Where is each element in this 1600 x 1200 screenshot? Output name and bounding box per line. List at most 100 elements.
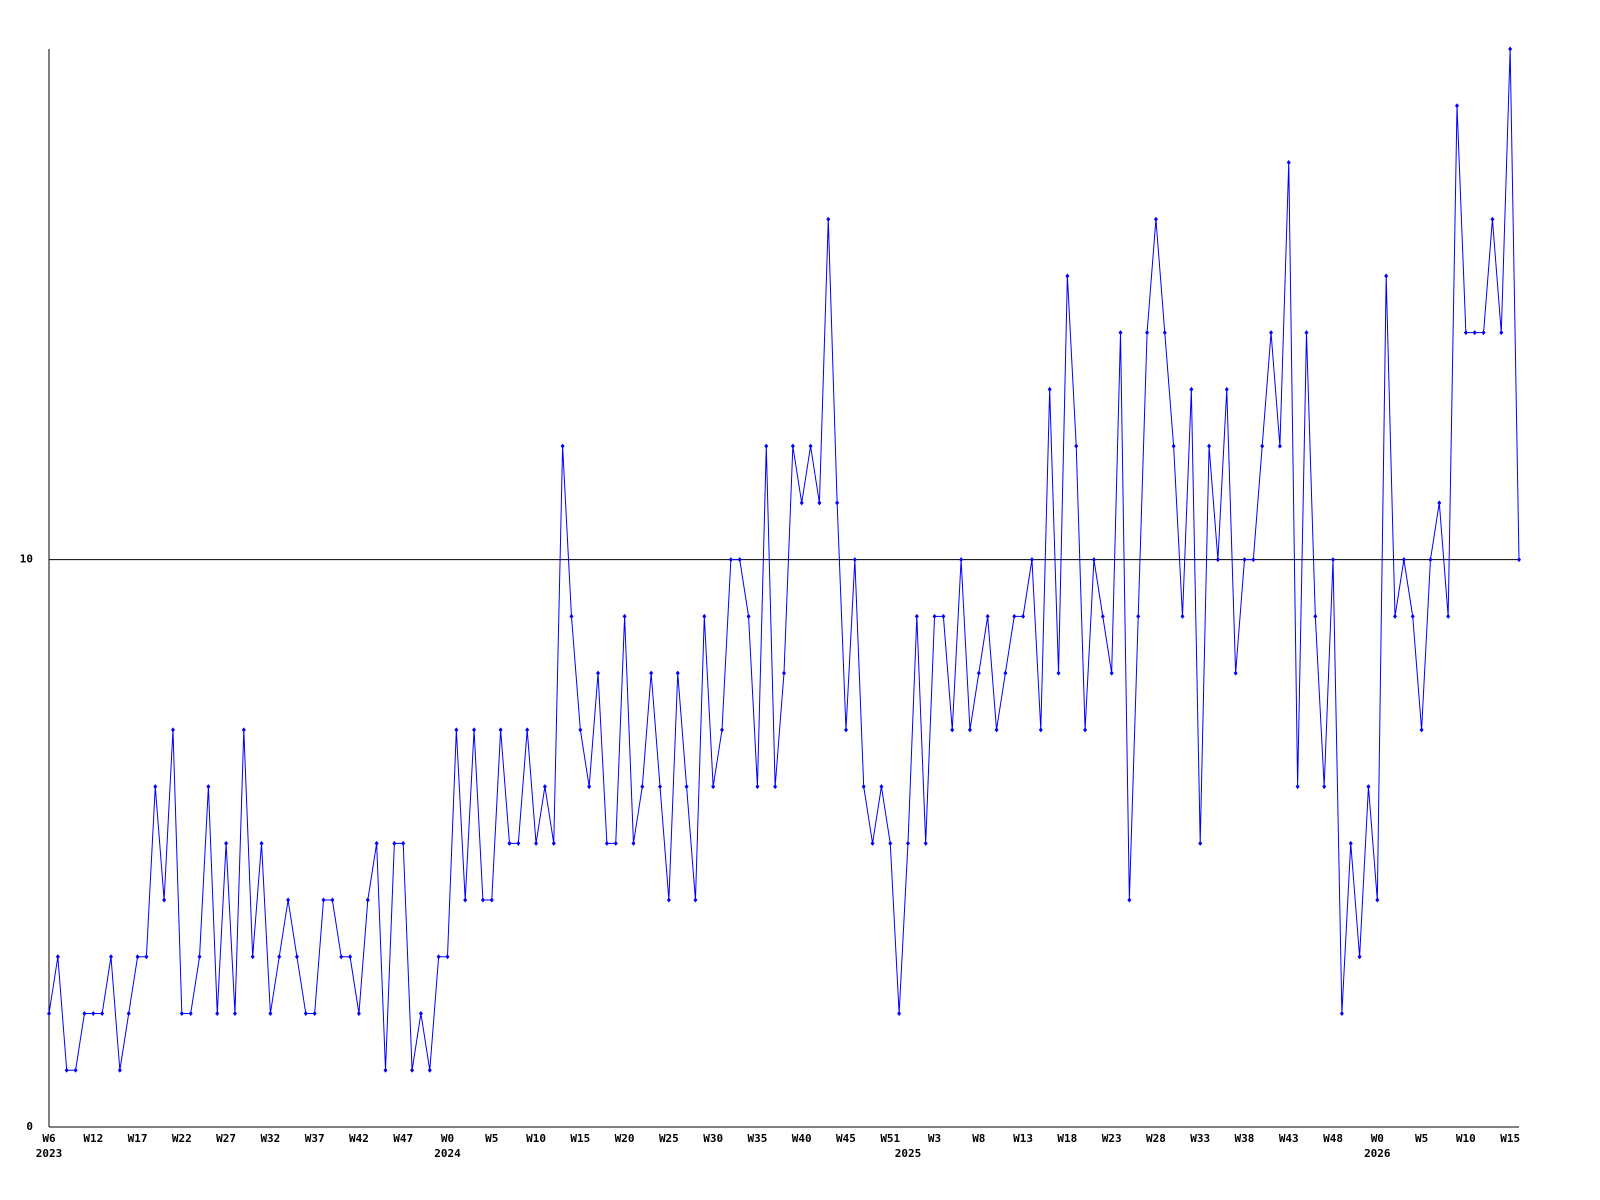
data-point — [454, 727, 459, 733]
data-point — [843, 727, 848, 733]
x-tick-label: W25 — [659, 1132, 679, 1145]
data-point — [897, 1011, 902, 1017]
data-point — [82, 1011, 87, 1017]
data-point — [1286, 159, 1291, 165]
data-point — [1242, 557, 1247, 563]
data-point — [985, 613, 990, 619]
x-tick-label: W3 — [928, 1132, 941, 1145]
data-point — [374, 840, 379, 846]
data-point — [808, 443, 813, 449]
data-point — [463, 897, 468, 903]
data-point — [941, 613, 946, 619]
data-point — [790, 443, 795, 449]
data-point — [188, 1011, 193, 1017]
data-point — [684, 784, 689, 790]
data-point — [640, 784, 645, 790]
data-point — [587, 784, 592, 790]
x-tick-label: W51 — [880, 1132, 900, 1145]
data-point — [1322, 784, 1327, 790]
data-point — [250, 954, 255, 960]
data-point — [551, 840, 556, 846]
data-point — [1384, 273, 1389, 279]
data-point — [994, 727, 999, 733]
x-year-label: 2023 — [36, 1147, 63, 1160]
data-point — [117, 1067, 122, 1073]
data-point — [303, 1011, 308, 1017]
data-point — [55, 954, 60, 960]
data-point — [1100, 613, 1105, 619]
x-tick-label: W5 — [485, 1132, 498, 1145]
x-tick-label: W42 — [349, 1132, 369, 1145]
data-point — [1490, 216, 1495, 222]
data-point — [658, 784, 663, 790]
data-point — [578, 727, 583, 733]
data-point — [1233, 670, 1238, 676]
data-point — [1056, 670, 1061, 676]
x-tick-label: W35 — [747, 1132, 767, 1145]
data-point — [542, 784, 547, 790]
data-point — [1313, 613, 1318, 619]
data-point — [1446, 613, 1451, 619]
data-point — [693, 897, 698, 903]
data-point — [534, 840, 539, 846]
data-point — [1038, 727, 1043, 733]
data-point — [835, 500, 840, 506]
x-tick-label: W0 — [1371, 1132, 1384, 1145]
data-point — [401, 840, 406, 846]
data-point — [286, 897, 291, 903]
data-point — [277, 954, 282, 960]
data-point — [1331, 557, 1336, 563]
data-point — [1065, 273, 1070, 279]
data-point — [560, 443, 565, 449]
data-point — [436, 954, 441, 960]
x-tick-label: W40 — [792, 1132, 812, 1145]
data-point — [870, 840, 875, 846]
data-point — [348, 954, 353, 960]
y-tick-label: 10 — [20, 553, 33, 566]
data-point — [1260, 443, 1265, 449]
data-point — [746, 613, 751, 619]
data-point — [622, 613, 627, 619]
data-point — [1472, 330, 1477, 336]
data-point — [604, 840, 609, 846]
x-tick-label: W47 — [393, 1132, 413, 1145]
data-point — [418, 1011, 423, 1017]
x-tick-label: W48 — [1323, 1132, 1343, 1145]
data-point — [215, 1011, 220, 1017]
data-point — [1118, 330, 1123, 336]
x-tick-label: W8 — [972, 1132, 985, 1145]
data-point — [888, 840, 893, 846]
data-point — [1012, 613, 1017, 619]
data-point — [1207, 443, 1212, 449]
data-point — [932, 613, 937, 619]
data-point — [720, 727, 725, 733]
data-point — [711, 784, 716, 790]
x-tick-label: W12 — [83, 1132, 103, 1145]
x-tick-label: W23 — [1102, 1132, 1122, 1145]
data-point — [516, 840, 521, 846]
data-point — [1410, 613, 1415, 619]
x-tick-label: W15 — [570, 1132, 590, 1145]
data-point — [268, 1011, 273, 1017]
x-year-label: 2026 — [1364, 1147, 1391, 1160]
data-point — [126, 1011, 131, 1017]
data-point — [1419, 727, 1424, 733]
data-point — [1393, 613, 1398, 619]
data-point — [1198, 840, 1203, 846]
data-point — [64, 1067, 69, 1073]
x-tick-label: W10 — [1456, 1132, 1476, 1145]
data-point — [782, 670, 786, 676]
data-point — [613, 840, 618, 846]
data-point — [232, 1011, 237, 1017]
data-point — [852, 557, 857, 563]
x-tick-label: W45 — [836, 1132, 856, 1145]
x-tick-label: W6 — [42, 1132, 56, 1145]
x-tick-label: W10 — [526, 1132, 546, 1145]
data-point — [1091, 557, 1096, 563]
data-point — [1029, 557, 1034, 563]
data-point — [1357, 954, 1362, 960]
data-point — [241, 727, 246, 733]
data-point — [1109, 670, 1114, 676]
x-year-label: 2024 — [434, 1147, 461, 1160]
data-point — [1021, 613, 1026, 619]
